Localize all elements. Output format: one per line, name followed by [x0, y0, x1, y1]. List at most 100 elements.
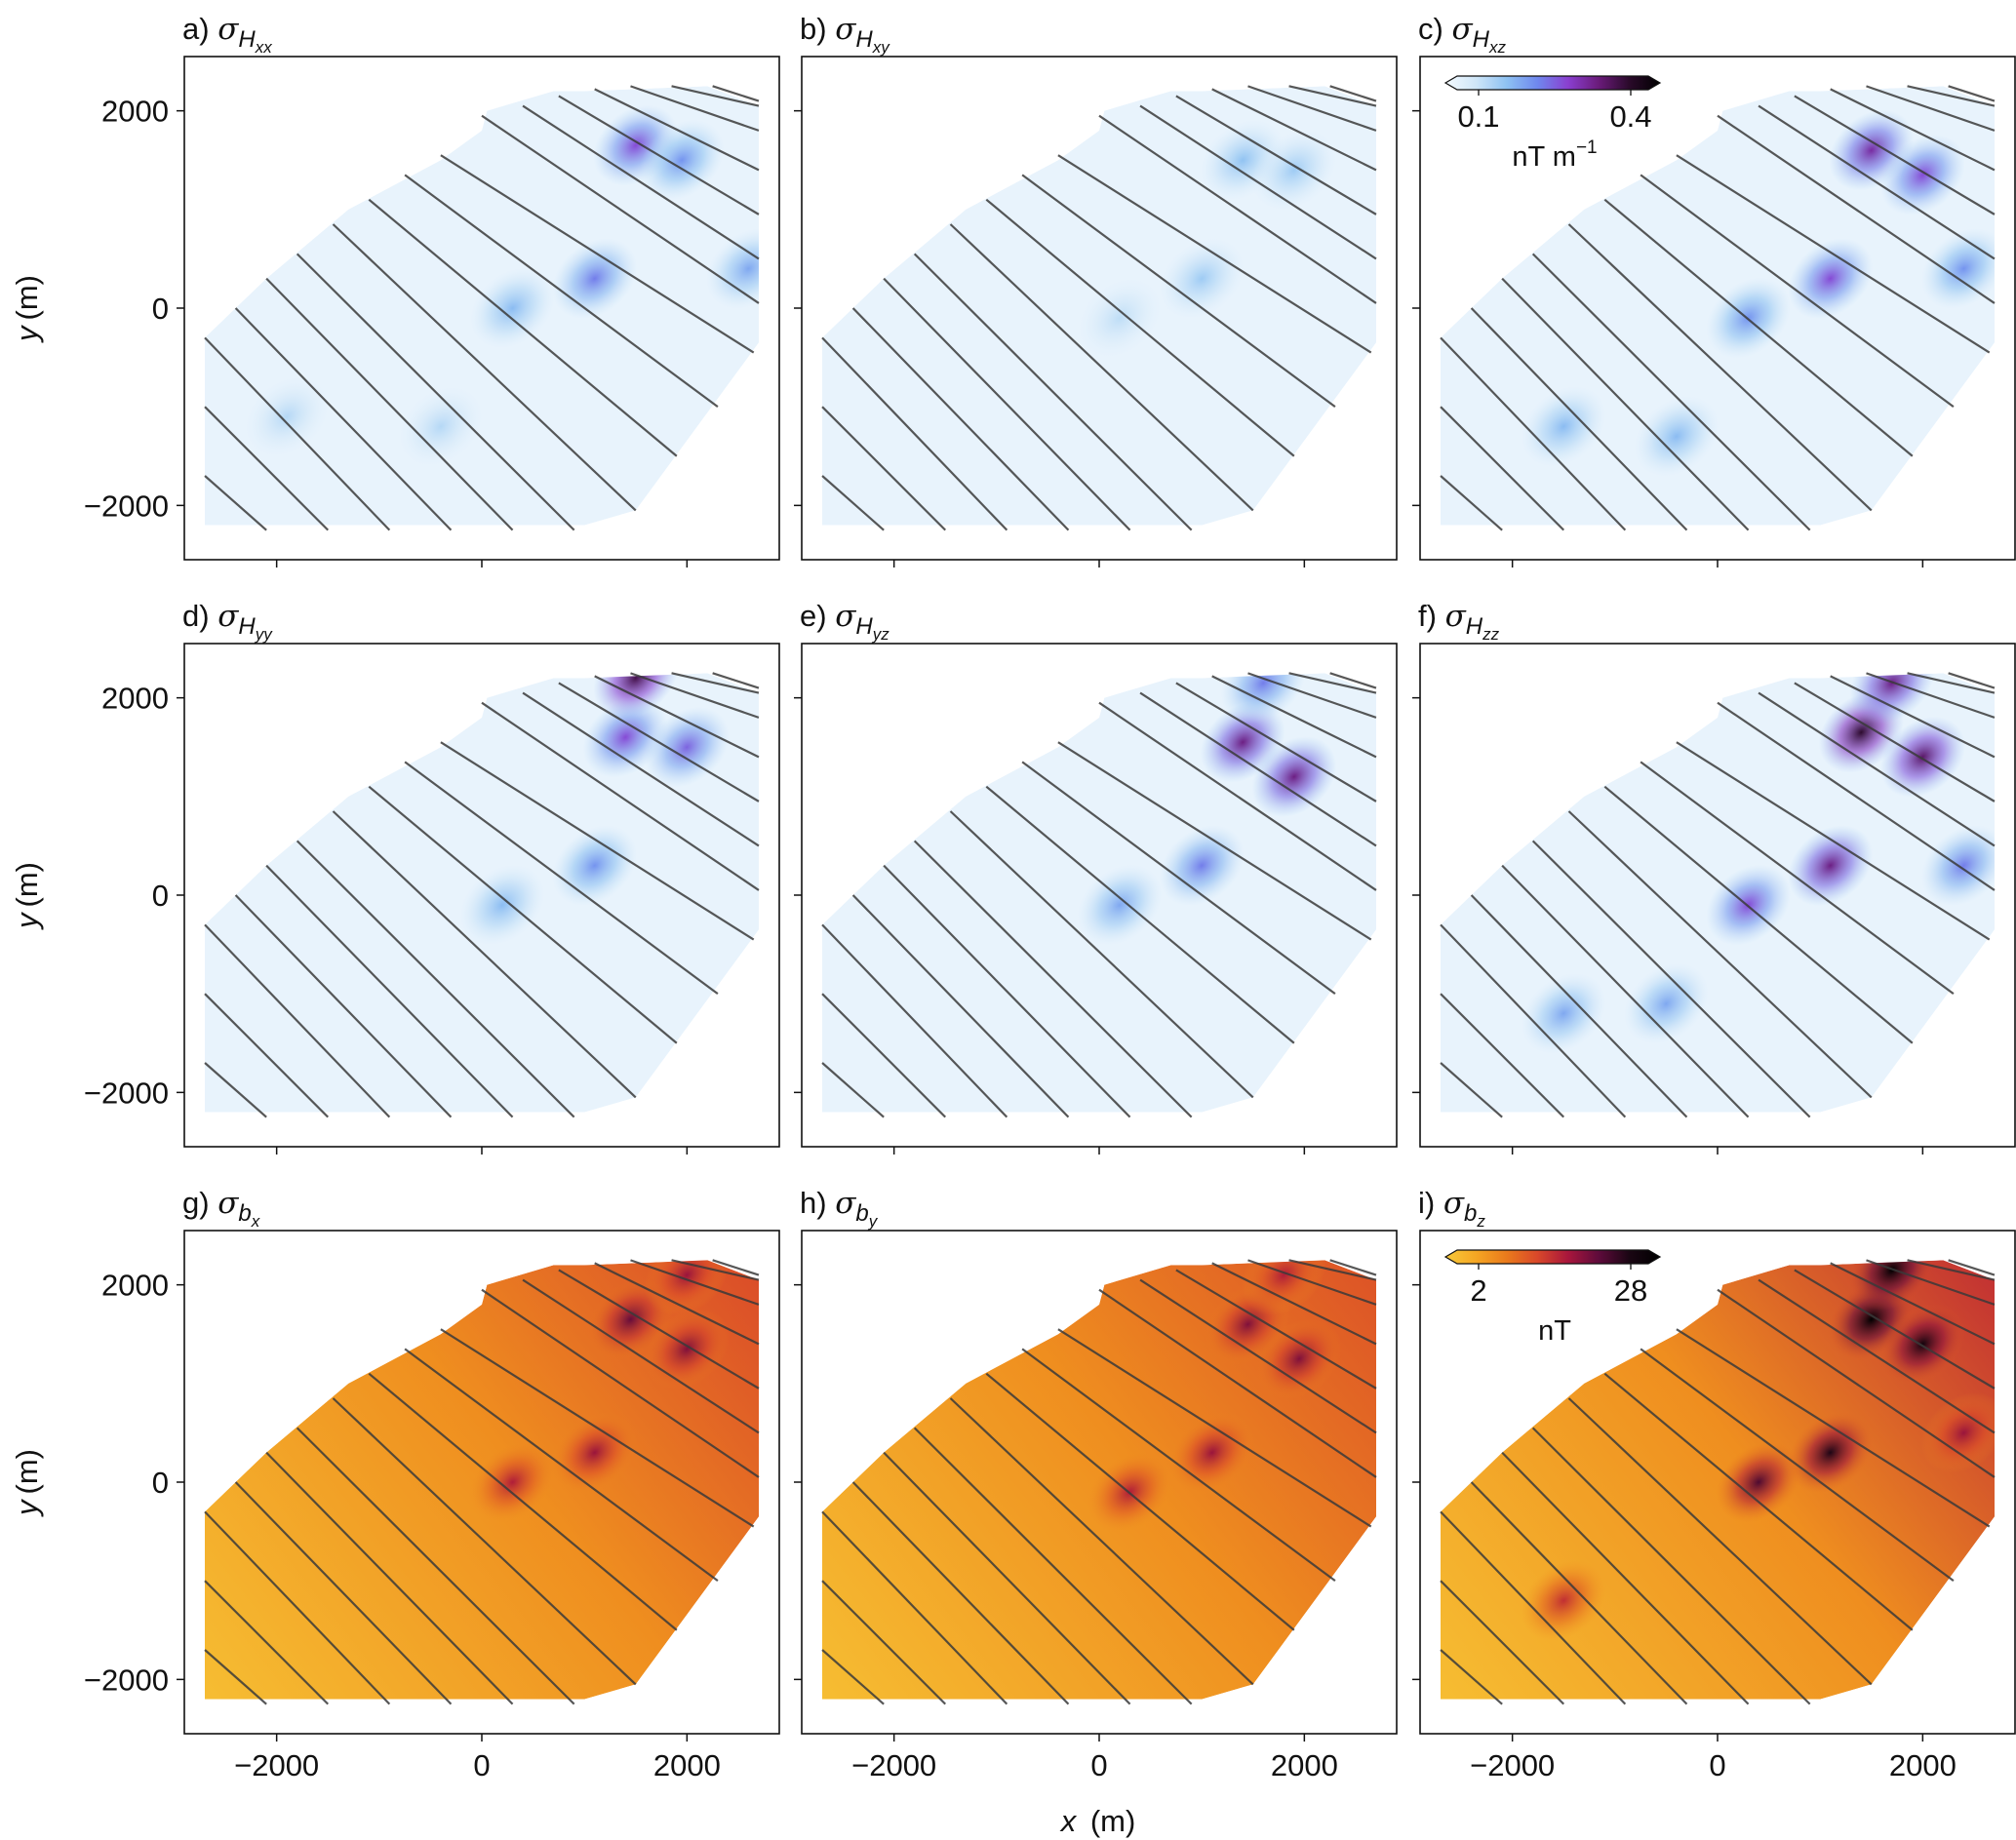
x-tick-label: 0 — [1709, 1748, 1725, 1782]
x-tick-label: −2000 — [851, 1748, 936, 1782]
hotspot — [470, 267, 555, 349]
flight-line — [481, 1288, 760, 1478]
colorbar-unit-main: nT — [1538, 1315, 1571, 1347]
flight-line — [1247, 85, 1377, 132]
flight-line — [1175, 1269, 1377, 1390]
flight-line — [985, 198, 1295, 457]
flight-line — [265, 1451, 514, 1705]
flight-line — [1640, 1348, 1955, 1583]
panel-i: i) σbz −2000 0 2000 2 28 nT — [1412, 1186, 2016, 1782]
flight-line — [1440, 1649, 1503, 1705]
survey-area — [822, 673, 1376, 1113]
flight-line — [851, 307, 1070, 531]
panel-symbol: σ — [1445, 599, 1467, 634]
panel-letter: i) — [1418, 1186, 1443, 1220]
flight-line — [1758, 691, 1996, 847]
colorbar-bar — [1443, 1249, 1662, 1265]
flight-line — [558, 682, 760, 803]
hotspot — [1879, 135, 1965, 215]
flight-line — [1329, 1259, 1377, 1276]
y-tick-label: 2000 — [101, 95, 169, 129]
flight-line — [234, 1481, 453, 1705]
flight-line — [1440, 1510, 1627, 1705]
flight-line — [1794, 682, 1996, 803]
flight-line — [1717, 114, 1996, 304]
panel-letter: a) — [182, 12, 217, 46]
flight-line — [481, 701, 760, 891]
flight-line — [821, 1580, 947, 1705]
panel-symbol: σ — [835, 599, 856, 634]
flight-line — [296, 253, 575, 531]
hotspot — [1521, 973, 1606, 1054]
flight-line — [1830, 675, 1996, 759]
y-tick-label: −2000 — [84, 1663, 169, 1697]
panel-sub-main: H — [855, 613, 873, 640]
flight-line — [1288, 672, 1377, 694]
flight-line — [522, 691, 760, 847]
flight-line — [1717, 701, 1996, 891]
hotspot — [1220, 673, 1306, 724]
y-tick-label: −2000 — [84, 1076, 169, 1110]
flight-line — [821, 1649, 885, 1705]
colorbar-bar — [1443, 75, 1662, 91]
panel-sub-sub: xx — [255, 38, 273, 57]
flight-line — [821, 993, 947, 1118]
y-axis-label: y (m) — [10, 1449, 44, 1517]
flight-line — [1830, 88, 1996, 172]
flight-line — [821, 1510, 1008, 1705]
flight-line — [1440, 406, 1565, 531]
flight-line — [1175, 682, 1377, 803]
flight-line — [332, 810, 637, 1099]
x-tick-label: 2000 — [1889, 1748, 1957, 1782]
flight-line — [1440, 336, 1627, 531]
flight-line — [1603, 785, 1914, 1044]
flight-line — [204, 1062, 267, 1118]
colorbar-tick-label: 2 — [1470, 1273, 1486, 1308]
flight-line — [985, 785, 1295, 1044]
flight-line — [234, 894, 453, 1118]
flight-line — [1531, 840, 1811, 1118]
flight-line — [558, 1269, 760, 1390]
flight-line — [204, 923, 391, 1118]
flight-line — [404, 1348, 719, 1583]
x-tick-label: 0 — [473, 1748, 490, 1782]
flight-line — [558, 95, 760, 215]
flight-line — [1470, 894, 1688, 1118]
panel-letter: d) — [182, 599, 217, 633]
flight-line — [1501, 864, 1750, 1118]
flight-line — [404, 761, 719, 996]
flight-line — [368, 198, 678, 457]
flight-line — [630, 85, 760, 132]
y-axis-unit: (m) — [10, 1449, 44, 1494]
flight-line — [1211, 675, 1377, 759]
shared-x-axis-var: x — [1059, 1804, 1078, 1838]
panel-title: h) σby — [800, 1186, 879, 1231]
flight-line — [712, 85, 760, 102]
flight-line — [1794, 1269, 1996, 1390]
flight-line — [1907, 1259, 1996, 1281]
y-axis-unit: (m) — [10, 275, 44, 320]
survey-area — [205, 1260, 759, 1700]
hotspot — [644, 706, 730, 788]
flight-line — [368, 1372, 678, 1631]
flight-line — [594, 1262, 760, 1346]
panel-letter: f) — [1418, 599, 1445, 633]
panel-title: g) σbx — [182, 1186, 260, 1231]
flight-line — [1676, 1328, 1991, 1528]
flight-line — [522, 1278, 760, 1434]
flight-line — [883, 277, 1131, 531]
flight-line — [1501, 1451, 1750, 1705]
flight-line — [1021, 174, 1336, 409]
flight-line — [1021, 761, 1336, 996]
flight-line — [821, 923, 1008, 1118]
flight-line — [913, 1427, 1193, 1705]
flight-line — [883, 1451, 1131, 1705]
panel-sub-sub: xy — [872, 38, 891, 57]
y-tick-label: 0 — [152, 292, 169, 326]
panel-sub-sub: y — [868, 1212, 879, 1231]
flight-line — [949, 810, 1254, 1099]
hotspot — [1920, 228, 1995, 309]
flight-line — [630, 1259, 760, 1306]
colorbar-tick-label: 28 — [1614, 1273, 1647, 1308]
